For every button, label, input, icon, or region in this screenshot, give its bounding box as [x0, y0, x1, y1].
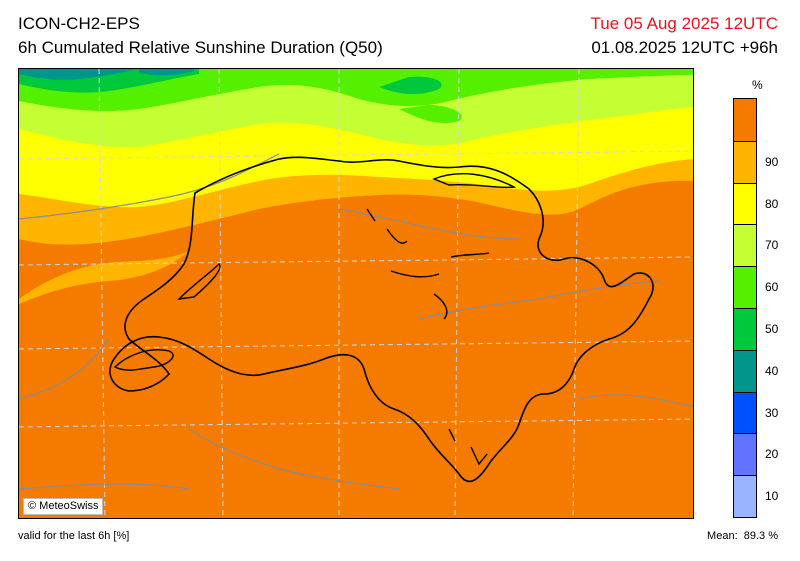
run-info: 01.08.2025 12UTC +96h	[591, 38, 778, 57]
colorbar-segment	[734, 308, 756, 350]
model-name: ICON-CH2-EPS	[18, 14, 140, 33]
terrain-lines	[19, 153, 693, 490]
zone-60-patch	[399, 105, 462, 124]
colorbar-unit: %	[752, 78, 763, 92]
colorbar	[733, 98, 757, 518]
mean-label: Mean:	[707, 530, 738, 542]
colorbar-tick-label: 40	[765, 363, 779, 378]
mean-value: 89.3 %	[743, 530, 778, 542]
map-grid	[19, 69, 693, 518]
zone-90-patch	[19, 251, 189, 304]
colorbar-segment	[734, 266, 756, 308]
colorbar-segment	[734, 391, 756, 434]
sunshine-map: © MeteoSwiss	[18, 68, 694, 519]
colorbar-tick-label: 50	[765, 321, 779, 336]
colorbar-tick-label: 90	[765, 154, 779, 169]
colorbar-tick-label: 60	[765, 280, 779, 295]
colorbar-segment	[734, 349, 756, 392]
colorbar-segment	[734, 224, 756, 267]
colorbar-tick-label: 70	[765, 238, 779, 253]
colorbar-tick-label: 30	[765, 405, 779, 420]
lakes	[113, 173, 517, 466]
country-border	[109, 156, 654, 483]
map-title: 6h Cumulated Relative Sunshine Duration …	[18, 38, 383, 57]
mean-readout: Mean: 89.3 %	[707, 530, 778, 542]
colorbar-tick-label: 80	[765, 196, 779, 211]
colorbar-tick-label: 20	[765, 447, 779, 462]
colorbar-segment	[734, 99, 756, 141]
validity-note: valid for the last 6h [%]	[18, 530, 130, 542]
credit-label: © MeteoSwiss	[23, 498, 104, 515]
colorbar-segment	[734, 182, 756, 225]
zone-60-band	[19, 69, 693, 111]
zone-40-patch-2	[139, 69, 194, 76]
map-canvas	[19, 69, 693, 518]
colorbar-segment	[734, 140, 756, 183]
colorbar-tick-label: 10	[765, 489, 779, 504]
colorbar-segment	[734, 475, 756, 517]
zone-50-patch-2	[379, 76, 442, 95]
valid-date: Tue 05 Aug 2025 12UTC	[590, 14, 778, 33]
zone-40-patch	[19, 69, 139, 80]
colorbar-segment	[734, 433, 756, 476]
